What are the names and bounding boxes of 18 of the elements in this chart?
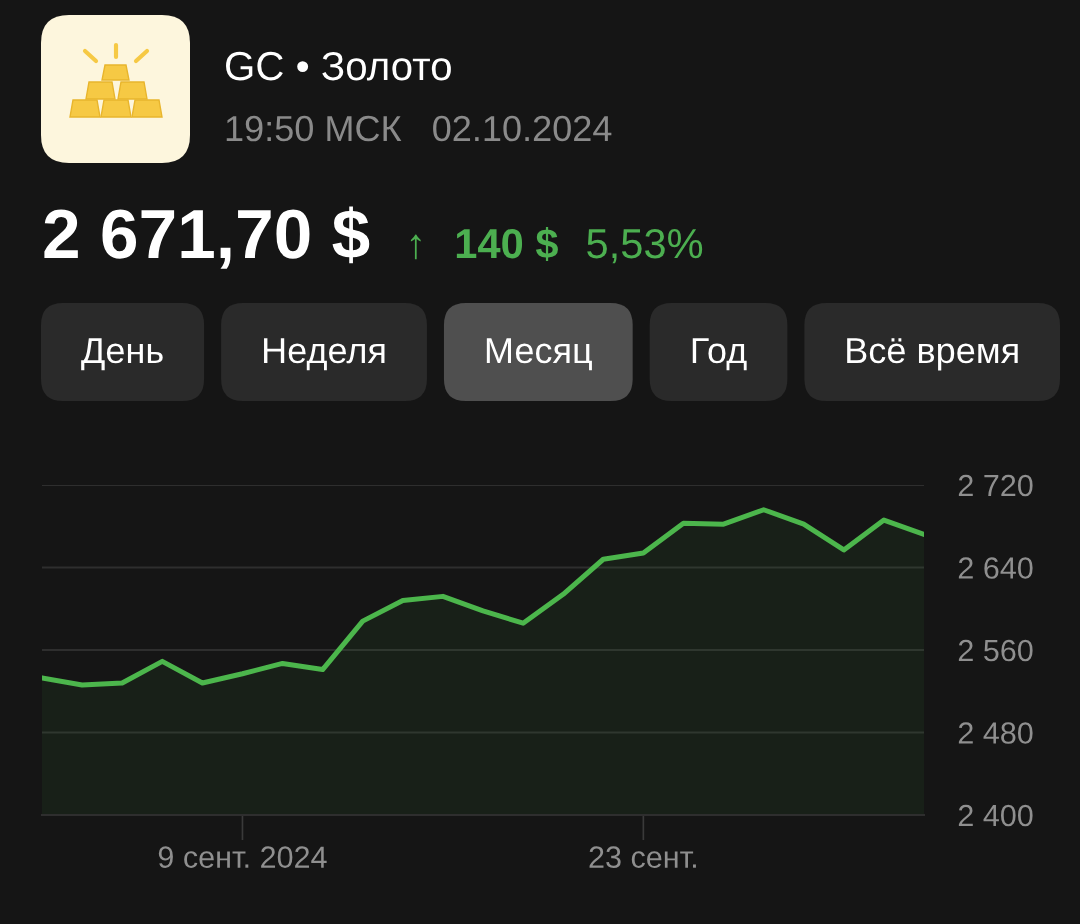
text: Неделя — [264, 338, 385, 371]
text: 140 $ — [456, 227, 558, 262]
y-tick-label: 2 560 — [958, 639, 1033, 662]
text: 5,53% — [587, 228, 703, 264]
y-tick-label: 2 720 — [958, 474, 1033, 497]
text: Год — [692, 338, 747, 371]
chart-subtitle: 19:50 МСК 02.10.2024 — [226, 115, 612, 142]
text: ↑ — [410, 234, 421, 260]
text: День — [81, 338, 163, 371]
y-tick-label: 2 640 — [958, 557, 1033, 579]
y-tick-label: 2 400 — [958, 804, 1033, 827]
chart-title: GC • Золото — [226, 51, 451, 81]
y-tick-label: 2 480 — [958, 722, 1033, 744]
text: 2 671,70 $ — [44, 206, 370, 269]
text: Месяц — [486, 338, 592, 371]
text: Всё время — [847, 338, 1018, 371]
x-tick-label: 9 сент. 2024 — [158, 846, 327, 868]
x-tick-label: 23 сент. — [589, 846, 696, 868]
